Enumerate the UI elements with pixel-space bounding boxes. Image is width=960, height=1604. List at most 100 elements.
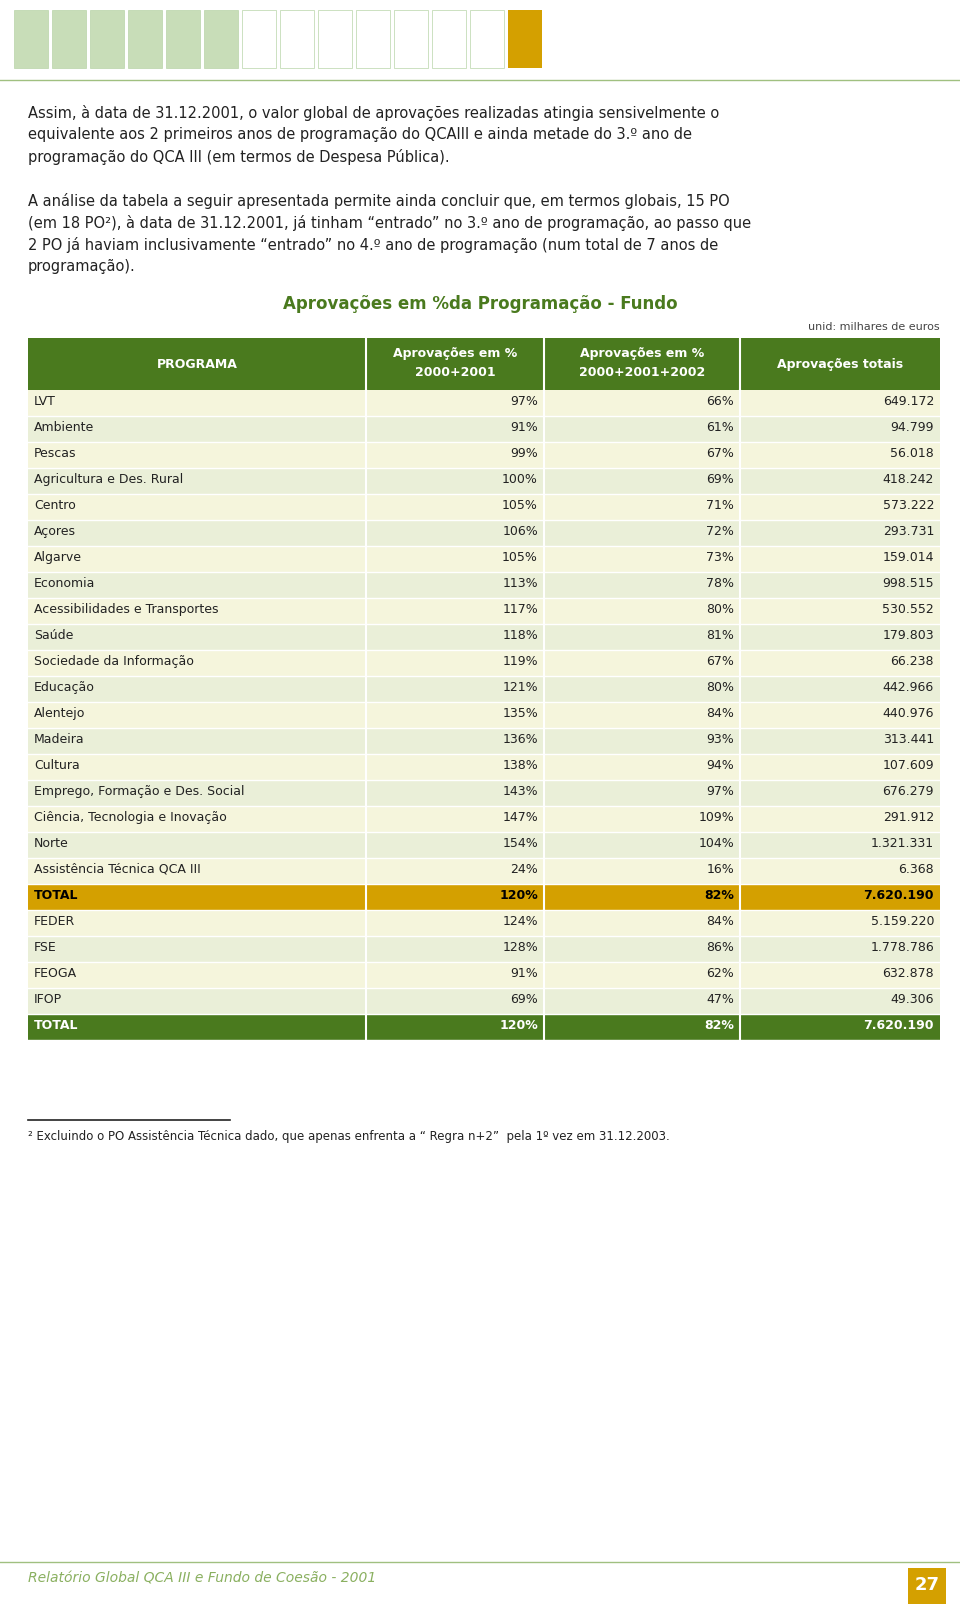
Text: (em 18 PO²), à data de 31.12.2001, já tinham “entrado” no 3.º ano de programação: (em 18 PO²), à data de 31.12.2001, já ti… bbox=[28, 215, 751, 231]
Bar bbox=[366, 805, 544, 832]
Bar bbox=[52, 10, 86, 67]
Text: 61%: 61% bbox=[707, 420, 734, 435]
Bar bbox=[544, 598, 740, 624]
Text: FEOGA: FEOGA bbox=[34, 967, 77, 980]
Text: 62%: 62% bbox=[707, 967, 734, 980]
Bar bbox=[366, 780, 544, 805]
Text: programação do QCA III (em termos de Despesa Pública).: programação do QCA III (em termos de Des… bbox=[28, 149, 449, 165]
Text: 2 PO já haviam inclusivamente “entrado” no 4.º ano de programação (num total de : 2 PO já haviam inclusivamente “entrado” … bbox=[28, 237, 718, 253]
Bar bbox=[366, 650, 544, 675]
Text: 1.778.786: 1.778.786 bbox=[871, 942, 934, 954]
Bar bbox=[28, 884, 366, 909]
Bar bbox=[544, 1014, 740, 1039]
Bar bbox=[740, 390, 940, 415]
Bar bbox=[740, 858, 940, 884]
Bar bbox=[242, 10, 276, 67]
Text: 107.609: 107.609 bbox=[882, 759, 934, 772]
Text: 105%: 105% bbox=[502, 499, 538, 512]
Text: 84%: 84% bbox=[707, 707, 734, 720]
Bar bbox=[28, 805, 366, 832]
Bar bbox=[740, 338, 940, 390]
Text: 27: 27 bbox=[915, 1577, 940, 1594]
Text: 418.242: 418.242 bbox=[882, 473, 934, 486]
Text: Emprego, Formação e Des. Social: Emprego, Formação e Des. Social bbox=[34, 784, 245, 799]
Text: 2000+2001: 2000+2001 bbox=[415, 366, 495, 379]
Text: IFOP: IFOP bbox=[34, 993, 62, 1006]
Text: 120%: 120% bbox=[499, 889, 538, 901]
Text: 5.159.220: 5.159.220 bbox=[871, 914, 934, 929]
Text: 293.731: 293.731 bbox=[882, 525, 934, 537]
Bar bbox=[28, 754, 366, 780]
Text: 104%: 104% bbox=[698, 837, 734, 850]
Text: 121%: 121% bbox=[502, 682, 538, 695]
Bar bbox=[28, 703, 366, 728]
Bar bbox=[740, 573, 940, 598]
Bar bbox=[28, 962, 366, 988]
Text: 109%: 109% bbox=[698, 812, 734, 824]
Bar bbox=[366, 962, 544, 988]
Bar bbox=[740, 909, 940, 937]
Text: 143%: 143% bbox=[502, 784, 538, 799]
Bar bbox=[544, 780, 740, 805]
Bar bbox=[740, 884, 940, 909]
Bar bbox=[28, 390, 366, 415]
Text: TOTAL: TOTAL bbox=[34, 889, 79, 901]
Bar bbox=[28, 624, 366, 650]
Bar bbox=[740, 962, 940, 988]
Bar bbox=[28, 573, 366, 598]
Bar bbox=[544, 858, 740, 884]
Text: 78%: 78% bbox=[706, 577, 734, 590]
Text: LVT: LVT bbox=[34, 395, 56, 407]
Text: 69%: 69% bbox=[511, 993, 538, 1006]
Text: 82%: 82% bbox=[704, 1019, 734, 1031]
Bar bbox=[544, 832, 740, 858]
Bar bbox=[356, 10, 390, 67]
Text: Saúde: Saúde bbox=[34, 629, 73, 642]
Text: 147%: 147% bbox=[502, 812, 538, 824]
Bar bbox=[366, 988, 544, 1014]
Bar bbox=[740, 832, 940, 858]
Text: Educação: Educação bbox=[34, 682, 95, 695]
Text: equivalente aos 2 primeiros anos de programação do QCAIII e ainda metade do 3.º : equivalente aos 2 primeiros anos de prog… bbox=[28, 127, 692, 143]
Text: 440.976: 440.976 bbox=[882, 707, 934, 720]
Text: 81%: 81% bbox=[707, 629, 734, 642]
Bar bbox=[544, 573, 740, 598]
Bar bbox=[740, 545, 940, 573]
Text: 80%: 80% bbox=[706, 682, 734, 695]
Bar bbox=[544, 909, 740, 937]
Text: 86%: 86% bbox=[707, 942, 734, 954]
Text: 66.238: 66.238 bbox=[891, 654, 934, 667]
Text: 66%: 66% bbox=[707, 395, 734, 407]
Text: 72%: 72% bbox=[707, 525, 734, 537]
Bar bbox=[28, 675, 366, 703]
Bar bbox=[432, 10, 466, 67]
Text: Economia: Economia bbox=[34, 577, 95, 590]
Bar bbox=[740, 650, 940, 675]
Bar bbox=[366, 545, 544, 573]
Bar bbox=[28, 858, 366, 884]
Bar bbox=[740, 937, 940, 962]
Bar bbox=[544, 962, 740, 988]
Text: 67%: 67% bbox=[707, 654, 734, 667]
Text: 118%: 118% bbox=[502, 629, 538, 642]
Bar bbox=[544, 805, 740, 832]
Bar bbox=[204, 10, 238, 67]
Bar bbox=[28, 780, 366, 805]
Bar bbox=[544, 675, 740, 703]
Bar bbox=[28, 443, 366, 468]
Text: 573.222: 573.222 bbox=[882, 499, 934, 512]
Bar bbox=[740, 703, 940, 728]
Text: Cultura: Cultura bbox=[34, 759, 80, 772]
Bar bbox=[366, 832, 544, 858]
Bar bbox=[544, 494, 740, 520]
Text: 2000+2001+2002: 2000+2001+2002 bbox=[579, 366, 706, 379]
Text: 124%: 124% bbox=[502, 914, 538, 929]
Text: 82%: 82% bbox=[704, 889, 734, 901]
Bar bbox=[166, 10, 200, 67]
Text: Acessibilidades e Transportes: Acessibilidades e Transportes bbox=[34, 603, 219, 616]
Bar bbox=[28, 937, 366, 962]
Text: Ambiente: Ambiente bbox=[34, 420, 94, 435]
Text: 94.799: 94.799 bbox=[891, 420, 934, 435]
Bar bbox=[28, 650, 366, 675]
Bar bbox=[508, 10, 542, 67]
